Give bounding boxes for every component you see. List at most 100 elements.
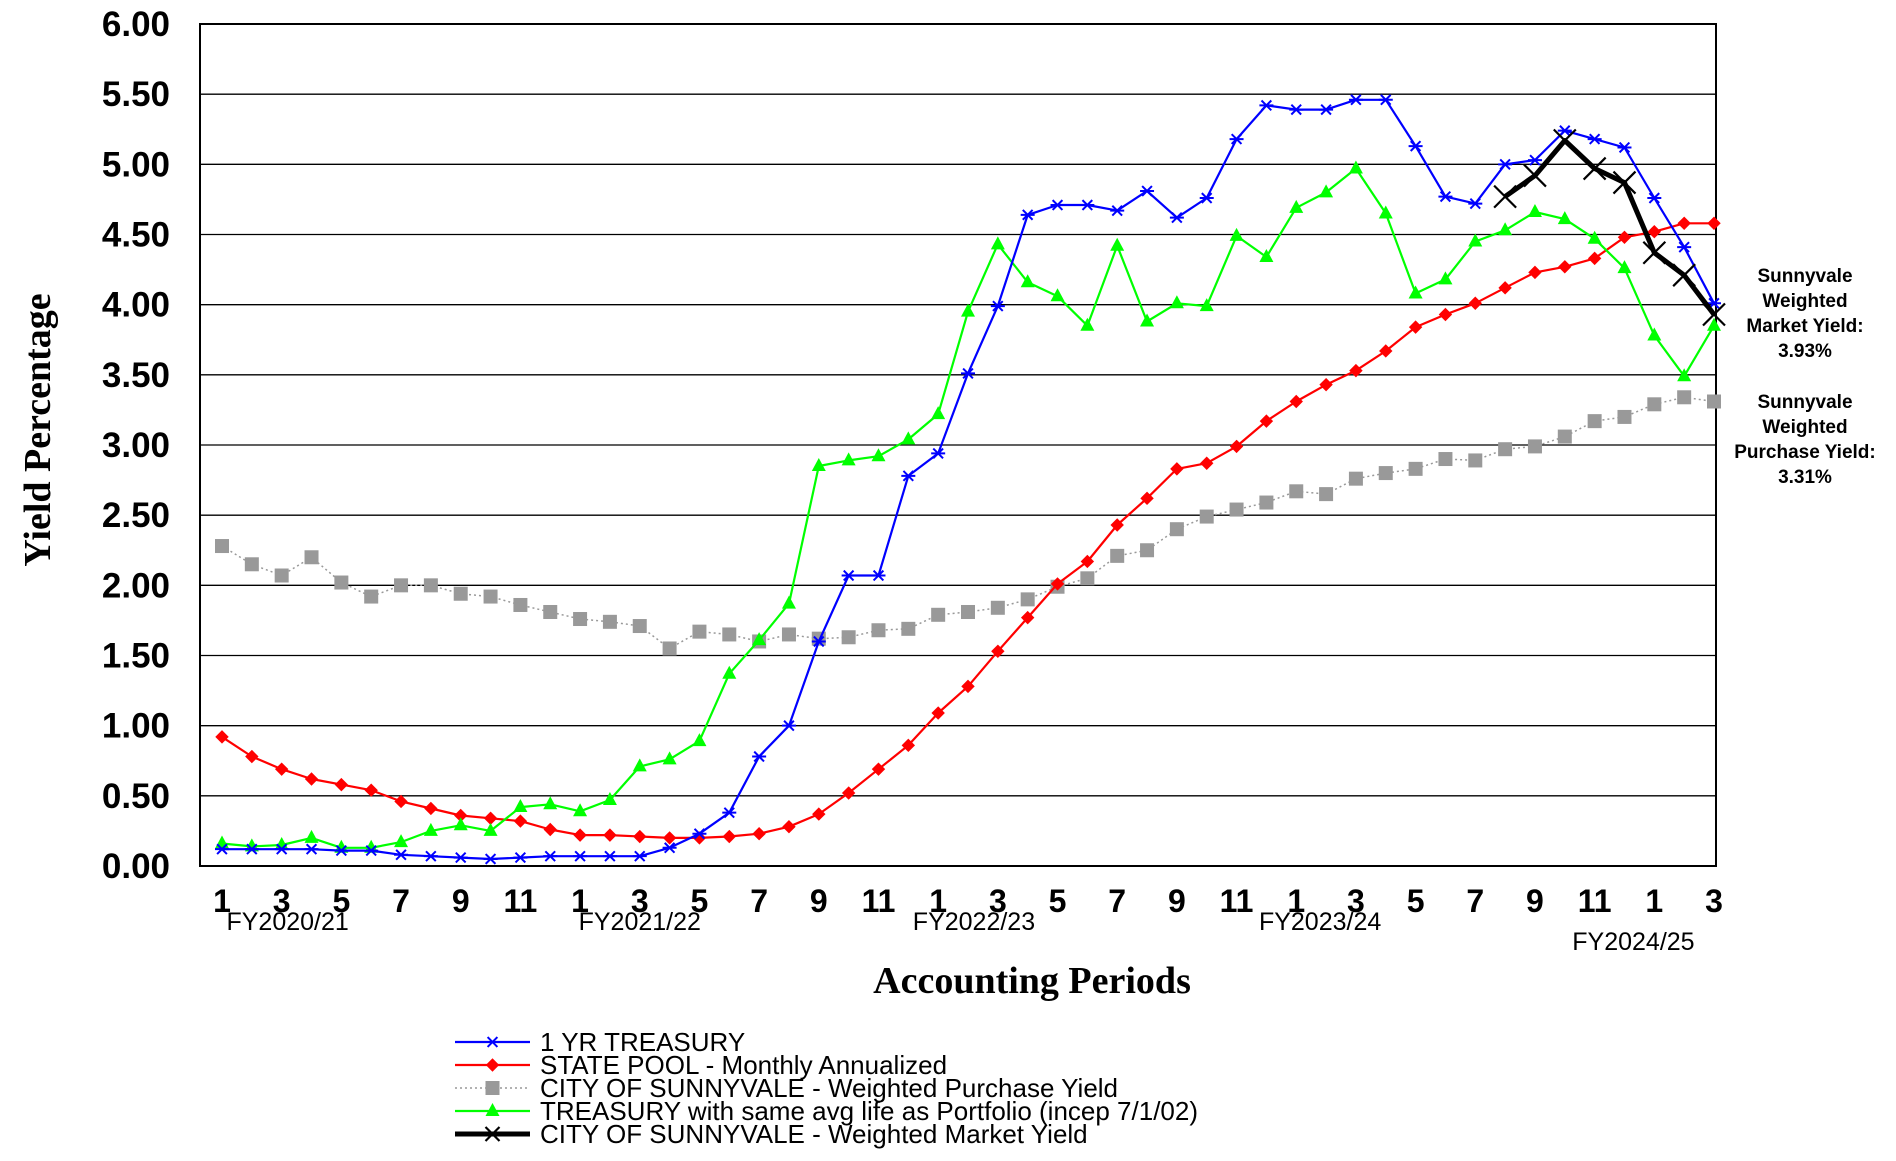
data-point bbox=[1557, 429, 1572, 444]
data-point bbox=[1498, 442, 1513, 457]
data-point bbox=[1169, 212, 1184, 224]
data-point bbox=[1558, 260, 1572, 274]
x-tick-label: 7 bbox=[392, 883, 410, 919]
data-point bbox=[483, 822, 498, 836]
annotation-line: 3.93% bbox=[1778, 341, 1832, 362]
data-point bbox=[453, 586, 468, 601]
fiscal-year-label: FY2024/25 bbox=[1572, 928, 1694, 956]
data-point bbox=[1229, 227, 1244, 241]
data-point bbox=[1289, 103, 1304, 116]
data-point bbox=[1707, 317, 1721, 331]
data-point bbox=[1348, 94, 1363, 106]
y-tick-label: 6.00 bbox=[102, 5, 170, 44]
data-point bbox=[1493, 184, 1517, 209]
data-point bbox=[1080, 199, 1095, 211]
data-point bbox=[901, 621, 916, 636]
data-point bbox=[244, 843, 259, 855]
data-point bbox=[662, 831, 677, 845]
data-point bbox=[274, 843, 289, 855]
data-point bbox=[1587, 230, 1602, 244]
data-point bbox=[364, 844, 379, 857]
x-axis-title: Accounting Periods bbox=[873, 960, 1191, 1002]
data-point bbox=[991, 644, 1005, 658]
y-tick-label: 3.00 bbox=[102, 426, 170, 465]
data-point bbox=[662, 842, 677, 854]
data-point bbox=[215, 835, 229, 849]
data-point bbox=[1582, 156, 1607, 181]
data-point bbox=[602, 792, 617, 806]
data-point bbox=[1140, 313, 1155, 327]
y-tick-label: 0.00 bbox=[102, 847, 170, 886]
data-point bbox=[1438, 452, 1453, 467]
data-point bbox=[453, 851, 468, 864]
data-point bbox=[1170, 462, 1184, 476]
data-point bbox=[1378, 94, 1393, 106]
data-point bbox=[1080, 317, 1095, 331]
data-point bbox=[1408, 140, 1423, 152]
x-tick-label: 1 bbox=[1287, 883, 1305, 919]
data-point bbox=[1378, 466, 1393, 481]
data-point bbox=[1140, 491, 1154, 506]
y-tick-label: 5.00 bbox=[102, 145, 170, 184]
data-point bbox=[1707, 216, 1721, 230]
x-tick-label: 11 bbox=[503, 883, 537, 919]
data-point bbox=[215, 730, 229, 744]
data-point bbox=[901, 431, 916, 445]
annotation-line: Weighted bbox=[1762, 417, 1847, 438]
data-point bbox=[1379, 344, 1393, 358]
data-point bbox=[1050, 199, 1065, 211]
data-point bbox=[633, 829, 647, 844]
data-point bbox=[1468, 233, 1483, 247]
x-tick-label: 3 bbox=[989, 883, 1007, 919]
x-tick-label: 5 bbox=[1407, 883, 1425, 919]
legend-swatch-marker bbox=[485, 1103, 500, 1116]
data-point bbox=[483, 853, 498, 865]
data-point bbox=[1527, 204, 1542, 218]
data-point bbox=[1527, 154, 1542, 166]
data-point bbox=[1617, 409, 1632, 424]
data-point bbox=[1553, 128, 1577, 153]
y-tick-label: 1.00 bbox=[102, 707, 170, 746]
data-point bbox=[1647, 192, 1662, 204]
data-point bbox=[364, 783, 378, 797]
data-point bbox=[1707, 394, 1721, 409]
data-point bbox=[513, 799, 528, 813]
data-point bbox=[1140, 185, 1155, 197]
data-point bbox=[1642, 240, 1667, 265]
y-tick-label: 2.50 bbox=[102, 496, 170, 535]
data-point bbox=[841, 630, 856, 645]
data-point bbox=[1677, 241, 1692, 253]
data-point bbox=[1020, 274, 1035, 288]
data-point bbox=[304, 843, 319, 855]
data-point bbox=[811, 635, 826, 648]
x-tick-label: 9 bbox=[810, 883, 828, 919]
x-tick-label: 5 bbox=[1049, 883, 1067, 919]
data-point bbox=[722, 807, 737, 819]
data-point bbox=[245, 749, 259, 764]
data-point bbox=[513, 814, 528, 828]
data-point bbox=[782, 819, 796, 834]
data-point bbox=[931, 607, 946, 622]
data-point bbox=[961, 679, 975, 694]
data-point bbox=[901, 738, 916, 753]
data-point bbox=[215, 843, 229, 855]
x-tick-label: 3 bbox=[1347, 883, 1365, 919]
data-point bbox=[304, 829, 319, 843]
data-point bbox=[394, 834, 409, 848]
annotation-line: Market Yield: bbox=[1746, 316, 1863, 337]
fiscal-year-label: FY2020/21 bbox=[226, 908, 348, 936]
series-diamond bbox=[215, 216, 1721, 845]
data-point bbox=[1140, 543, 1155, 558]
x-tick-label: 7 bbox=[750, 883, 768, 919]
data-point bbox=[1110, 237, 1125, 251]
data-point bbox=[1617, 260, 1632, 274]
data-point bbox=[274, 568, 289, 583]
data-point bbox=[1259, 248, 1274, 262]
data-point bbox=[1468, 296, 1482, 310]
data-point bbox=[1617, 230, 1632, 245]
data-point bbox=[394, 794, 408, 809]
data-point bbox=[1259, 414, 1274, 428]
legend-label: STATE POOL - Monthly Annualized bbox=[540, 1050, 947, 1080]
x-tick-label: 1 bbox=[213, 883, 231, 919]
